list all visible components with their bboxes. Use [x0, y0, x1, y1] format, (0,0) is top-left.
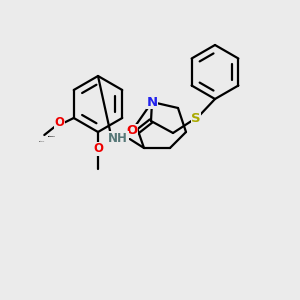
Text: S: S — [191, 112, 201, 124]
Text: NH: NH — [108, 131, 128, 145]
Text: methoxy: methoxy — [39, 140, 45, 142]
Text: O: O — [54, 116, 64, 130]
Text: O: O — [54, 116, 64, 130]
Text: N: N — [146, 95, 158, 109]
Text: N: N — [146, 95, 158, 109]
Text: O: O — [126, 124, 138, 137]
Text: O: O — [93, 142, 103, 155]
Text: methoxy1: methoxy1 — [48, 135, 55, 136]
